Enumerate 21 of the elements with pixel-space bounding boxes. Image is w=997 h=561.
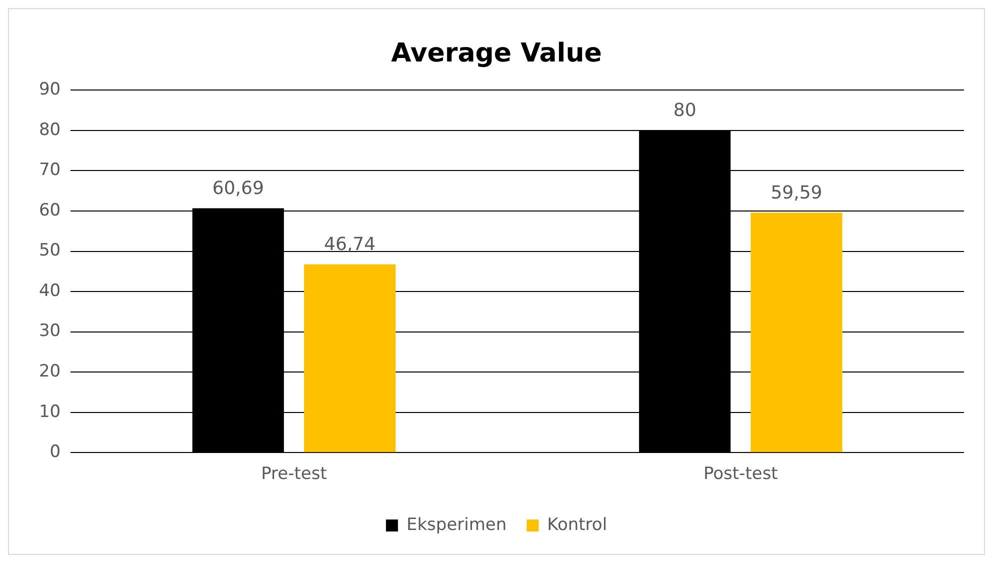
y-tick-label: 20 [38,361,61,382]
y-tick-label: 50 [38,240,61,261]
y-tick-label: 0 [50,442,61,462]
chart-title: Average Value [391,38,602,68]
y-tick-label: 60 [38,200,61,220]
bar [750,212,842,452]
data-label: 60,69 [212,178,264,199]
y-tick-label: 90 [38,80,61,100]
y-tick-label: 80 [38,120,61,140]
y-tick-label: 10 [38,402,61,422]
x-tick-label: Post-test [703,464,778,484]
legend-label: Eksperimen [406,514,507,535]
x-tick-label: Pre-test [261,464,328,484]
data-label: 46,74 [324,234,376,256]
y-tick-label: 30 [38,321,61,342]
data-label: 80 [673,100,696,122]
data-label: 59,59 [770,182,822,204]
y-tick-label: 40 [38,280,61,301]
legend-label: Kontrol [547,514,608,535]
bar [304,264,396,452]
y-tick-label: 70 [38,160,61,180]
